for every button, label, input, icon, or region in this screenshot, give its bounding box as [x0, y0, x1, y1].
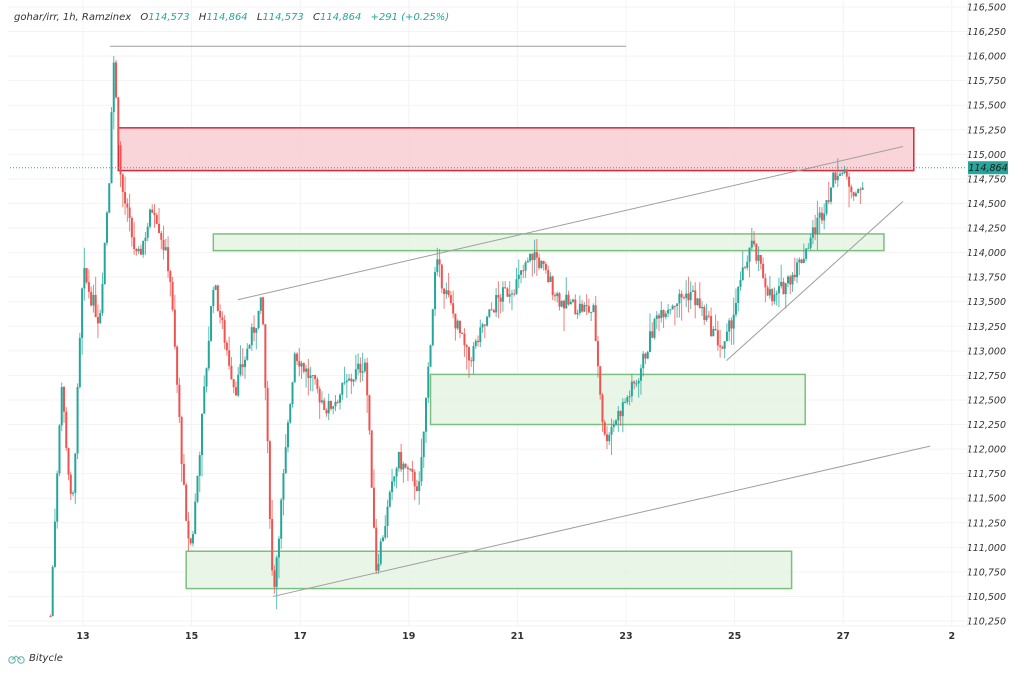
close-value: 114,864: [319, 12, 362, 23]
time-tick: 15: [185, 631, 198, 642]
price-tick: 114,000: [967, 248, 1006, 259]
ohlc-legend: gohar/irr, 1h, Ramzinex O114,573 H114,86…: [14, 12, 449, 23]
price-tick: 115,750: [967, 76, 1006, 87]
grid-lines: [8, 0, 968, 626]
price-tick: 114,250: [967, 224, 1006, 235]
brand-name: Bitycle: [29, 653, 63, 664]
price-tick: 112,750: [967, 371, 1006, 382]
price-tick: 116,250: [967, 27, 1006, 38]
supply-zone[interactable]: [117, 127, 915, 172]
price-tick: 113,500: [967, 297, 1006, 308]
time-tick: 2: [948, 631, 955, 642]
low-label: L: [256, 12, 263, 23]
high-value: 114,864: [206, 12, 248, 23]
price-tick: 116,500: [967, 3, 1006, 14]
price-tick: 112,500: [967, 395, 1006, 406]
price-zones: [117, 127, 915, 590]
demand-zone[interactable]: [212, 233, 885, 252]
price-tick: 111,500: [967, 494, 1006, 505]
low-value: 114,573: [262, 12, 304, 23]
price-tick: 110,750: [967, 567, 1006, 578]
price-tick: 114,500: [967, 199, 1006, 210]
symbol-title[interactable]: gohar/irr, 1h, Ramzinex: [14, 12, 132, 23]
time-tick: 17: [294, 631, 307, 642]
price-tick: 111,750: [967, 469, 1006, 480]
current-price-badge: 114,864: [968, 161, 1008, 175]
bicycle-icon: [8, 654, 25, 664]
price-tick: 113,000: [967, 346, 1006, 357]
trendlines: [110, 45, 931, 597]
demand-zone[interactable]: [185, 550, 793, 590]
time-axis[interactable]: 13 15 17 19 21 23 25 27 2: [76, 631, 955, 642]
brand-watermark: Bitycle: [8, 653, 63, 664]
open-label: O: [140, 12, 149, 23]
price-tick: 112,000: [967, 445, 1006, 456]
high-label: H: [198, 12, 207, 23]
price-tick: 115,000: [967, 150, 1006, 161]
current-price-label: 114,864: [968, 163, 1007, 174]
trendline[interactable]: [726, 201, 904, 362]
time-tick: 13: [76, 631, 89, 642]
trendline[interactable]: [237, 146, 904, 301]
price-tick: 112,250: [967, 420, 1006, 431]
price-tick: 111,250: [967, 518, 1006, 529]
time-tick: 21: [511, 631, 524, 642]
time-tick: 19: [402, 631, 415, 642]
price-tick: 116,000: [967, 52, 1006, 63]
price-tick: 111,000: [967, 543, 1006, 554]
price-tick: 110,250: [967, 617, 1006, 628]
time-tick: 25: [728, 631, 741, 642]
trendline[interactable]: [272, 445, 931, 597]
candles: [49, 56, 864, 618]
price-tick: 114,750: [967, 174, 1006, 185]
price-tick: 115,500: [967, 101, 1006, 112]
price-tick: 110,500: [967, 592, 1006, 603]
time-tick: 23: [619, 631, 632, 642]
change-value: +291 (+0.25%): [370, 12, 450, 23]
price-axis[interactable]: 116,500 116,250 116,000 115,750 115,500 115,2…: [967, 3, 1006, 628]
price-tick: 113,250: [967, 322, 1006, 333]
price-tick: 115,250: [967, 125, 1006, 136]
open-value: 114,573: [148, 12, 190, 23]
time-tick: 27: [837, 631, 850, 642]
price-tick: 113,750: [967, 273, 1006, 284]
close-label: C: [312, 12, 320, 23]
